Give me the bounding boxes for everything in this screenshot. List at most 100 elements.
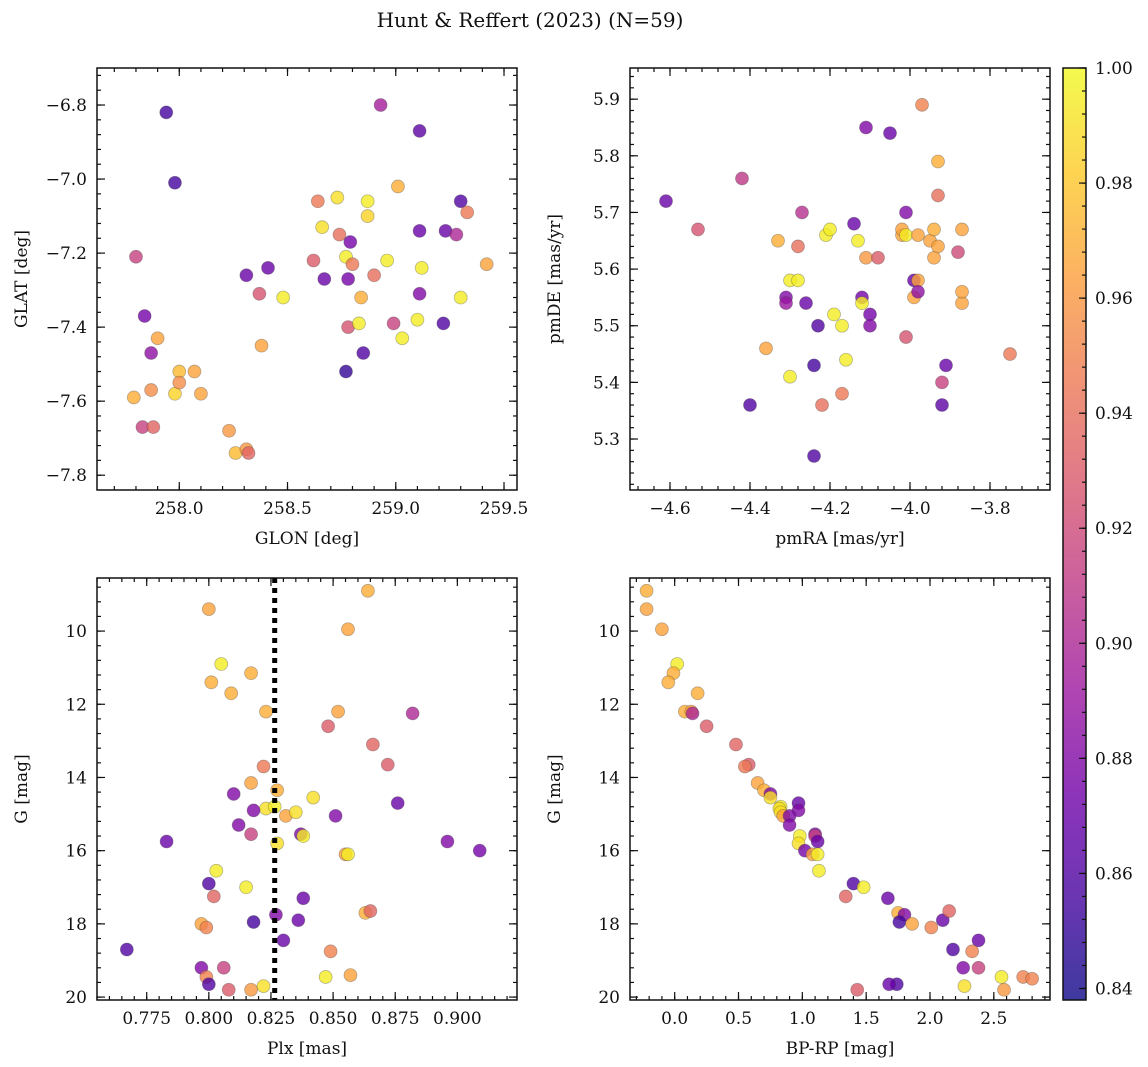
scatter-point [911,228,925,243]
scatter-point [899,205,913,220]
scatter-point [410,312,425,327]
scatter-point [783,369,797,384]
scatter-point [882,977,897,992]
x-tick-label: 259.0 [371,499,420,519]
panel-glon-glat: 258.0 258.5 259.0 259.5 −6.8 −7.0 −7.2 −7.4 −7.6… [12,67,529,549]
scatter-point [971,933,986,948]
scatter-point [899,330,913,344]
scatter-point [256,979,271,993]
scatter-point [209,863,224,878]
scatter-point [939,358,953,373]
colorbar: 0.84 0.86 0.88 0.90 0.92 0.94 0.96 0.98 1.00 [1062,59,1133,1001]
minor-ticks [96,578,517,1000]
scatter-point [405,706,420,721]
x-tick-label: 0.5 [725,1009,752,1029]
panel-plx-g: 0.775 0.800 0.825 0.850 0.875 0.900 10 12 14 16 18… [12,577,518,1059]
scatter-point [224,686,239,701]
scatter-point [395,331,410,346]
scatter-point [453,194,468,209]
scatter-point [306,253,321,268]
scatter-point [291,913,306,928]
scatter-point [380,757,395,772]
y-axis-label: G [mag] [12,754,32,823]
scatter-point [119,942,134,957]
scatter-point [835,318,849,333]
scatter-point [310,194,325,209]
axes-frame [629,67,1051,491]
scatter-point [924,920,939,935]
scatter-point [412,124,427,138]
scatter-point [639,583,654,598]
scatter-point [318,970,333,984]
scatter-point [899,228,913,243]
scatter-point [352,316,366,331]
scatter-point [743,398,757,412]
scatter-point [659,194,673,209]
scatter-point [946,942,960,957]
scatter-point [835,386,849,401]
scatter-points [639,583,1040,997]
scatter-point [935,913,950,928]
scatter-point [871,250,885,265]
scatter-point [971,960,986,975]
scatter-point [931,154,945,169]
scatter-point [859,120,873,135]
scatter-point [735,171,749,186]
scatter-point [795,205,809,220]
scatter-point [771,233,785,248]
scatter-point [956,960,971,975]
colorbar-tick-label: 0.90 [1095,634,1133,654]
scatter-point [390,796,405,810]
scatter-points [659,97,1017,463]
y-tick-label: 18 [598,915,620,935]
scatter-point [414,260,429,275]
scatter-point [244,982,258,997]
scatter-point [244,666,258,681]
scatter-point [341,847,355,862]
colorbar-tick-label: 0.88 [1095,749,1133,769]
scatter-point [129,249,143,264]
scatter-point [823,222,837,237]
y-tick-label: −7.0 [46,170,87,190]
x-tick-label: 259.5 [480,499,529,519]
scatter-point [911,284,925,299]
scatter-point [341,622,355,637]
x-tick-label: 258.0 [155,499,204,519]
colorbar-tick-label: 0.98 [1095,174,1133,194]
y-tick-label: 10 [598,622,620,642]
y-tick-label: −7.4 [46,318,87,338]
scatter-point [847,216,861,231]
scatter-point [221,982,236,997]
scatter-point [927,222,941,237]
x-tick-label: −4.2 [809,499,850,519]
y-tick-label: 5.4 [593,373,620,393]
scatter-point [737,759,752,774]
x-axis-label: BP-RP [mag] [786,1039,895,1059]
scatter-point [957,979,972,993]
scatter-point [256,759,271,774]
x-axis-label: pmRA [mas/yr] [775,529,904,549]
scatter-point [699,719,714,734]
scatter-point [373,98,388,112]
y-axis-label: pmDE [mas/yr] [545,214,565,344]
y-tick-label: 12 [65,695,87,715]
scatter-point [137,309,152,323]
scatter-point [159,105,174,120]
scatter-point [391,179,405,194]
scatter-point [360,209,375,223]
scatter-point [994,970,1009,984]
scatter-point [955,222,969,237]
panel-pmra-pmde: −4.6 −4.4 −4.2 −4.0 −3.8 5.3 5.4 5.5 5.6 5.7 5.8 5.… [545,67,1051,549]
x-tick-label: 1.5 [853,1009,880,1029]
scatter-point [144,383,159,397]
y-tick-label: 16 [65,842,87,862]
scatter-point [306,790,321,805]
x-tick-label: 0.825 [247,1009,296,1029]
scatter-point [321,719,336,734]
scatter-point [386,316,401,331]
scatter-point [811,318,825,333]
scatter-point [296,891,311,906]
scatter-point [763,790,778,805]
scatter-point [955,284,969,299]
y-tick-label: 20 [598,988,620,1008]
